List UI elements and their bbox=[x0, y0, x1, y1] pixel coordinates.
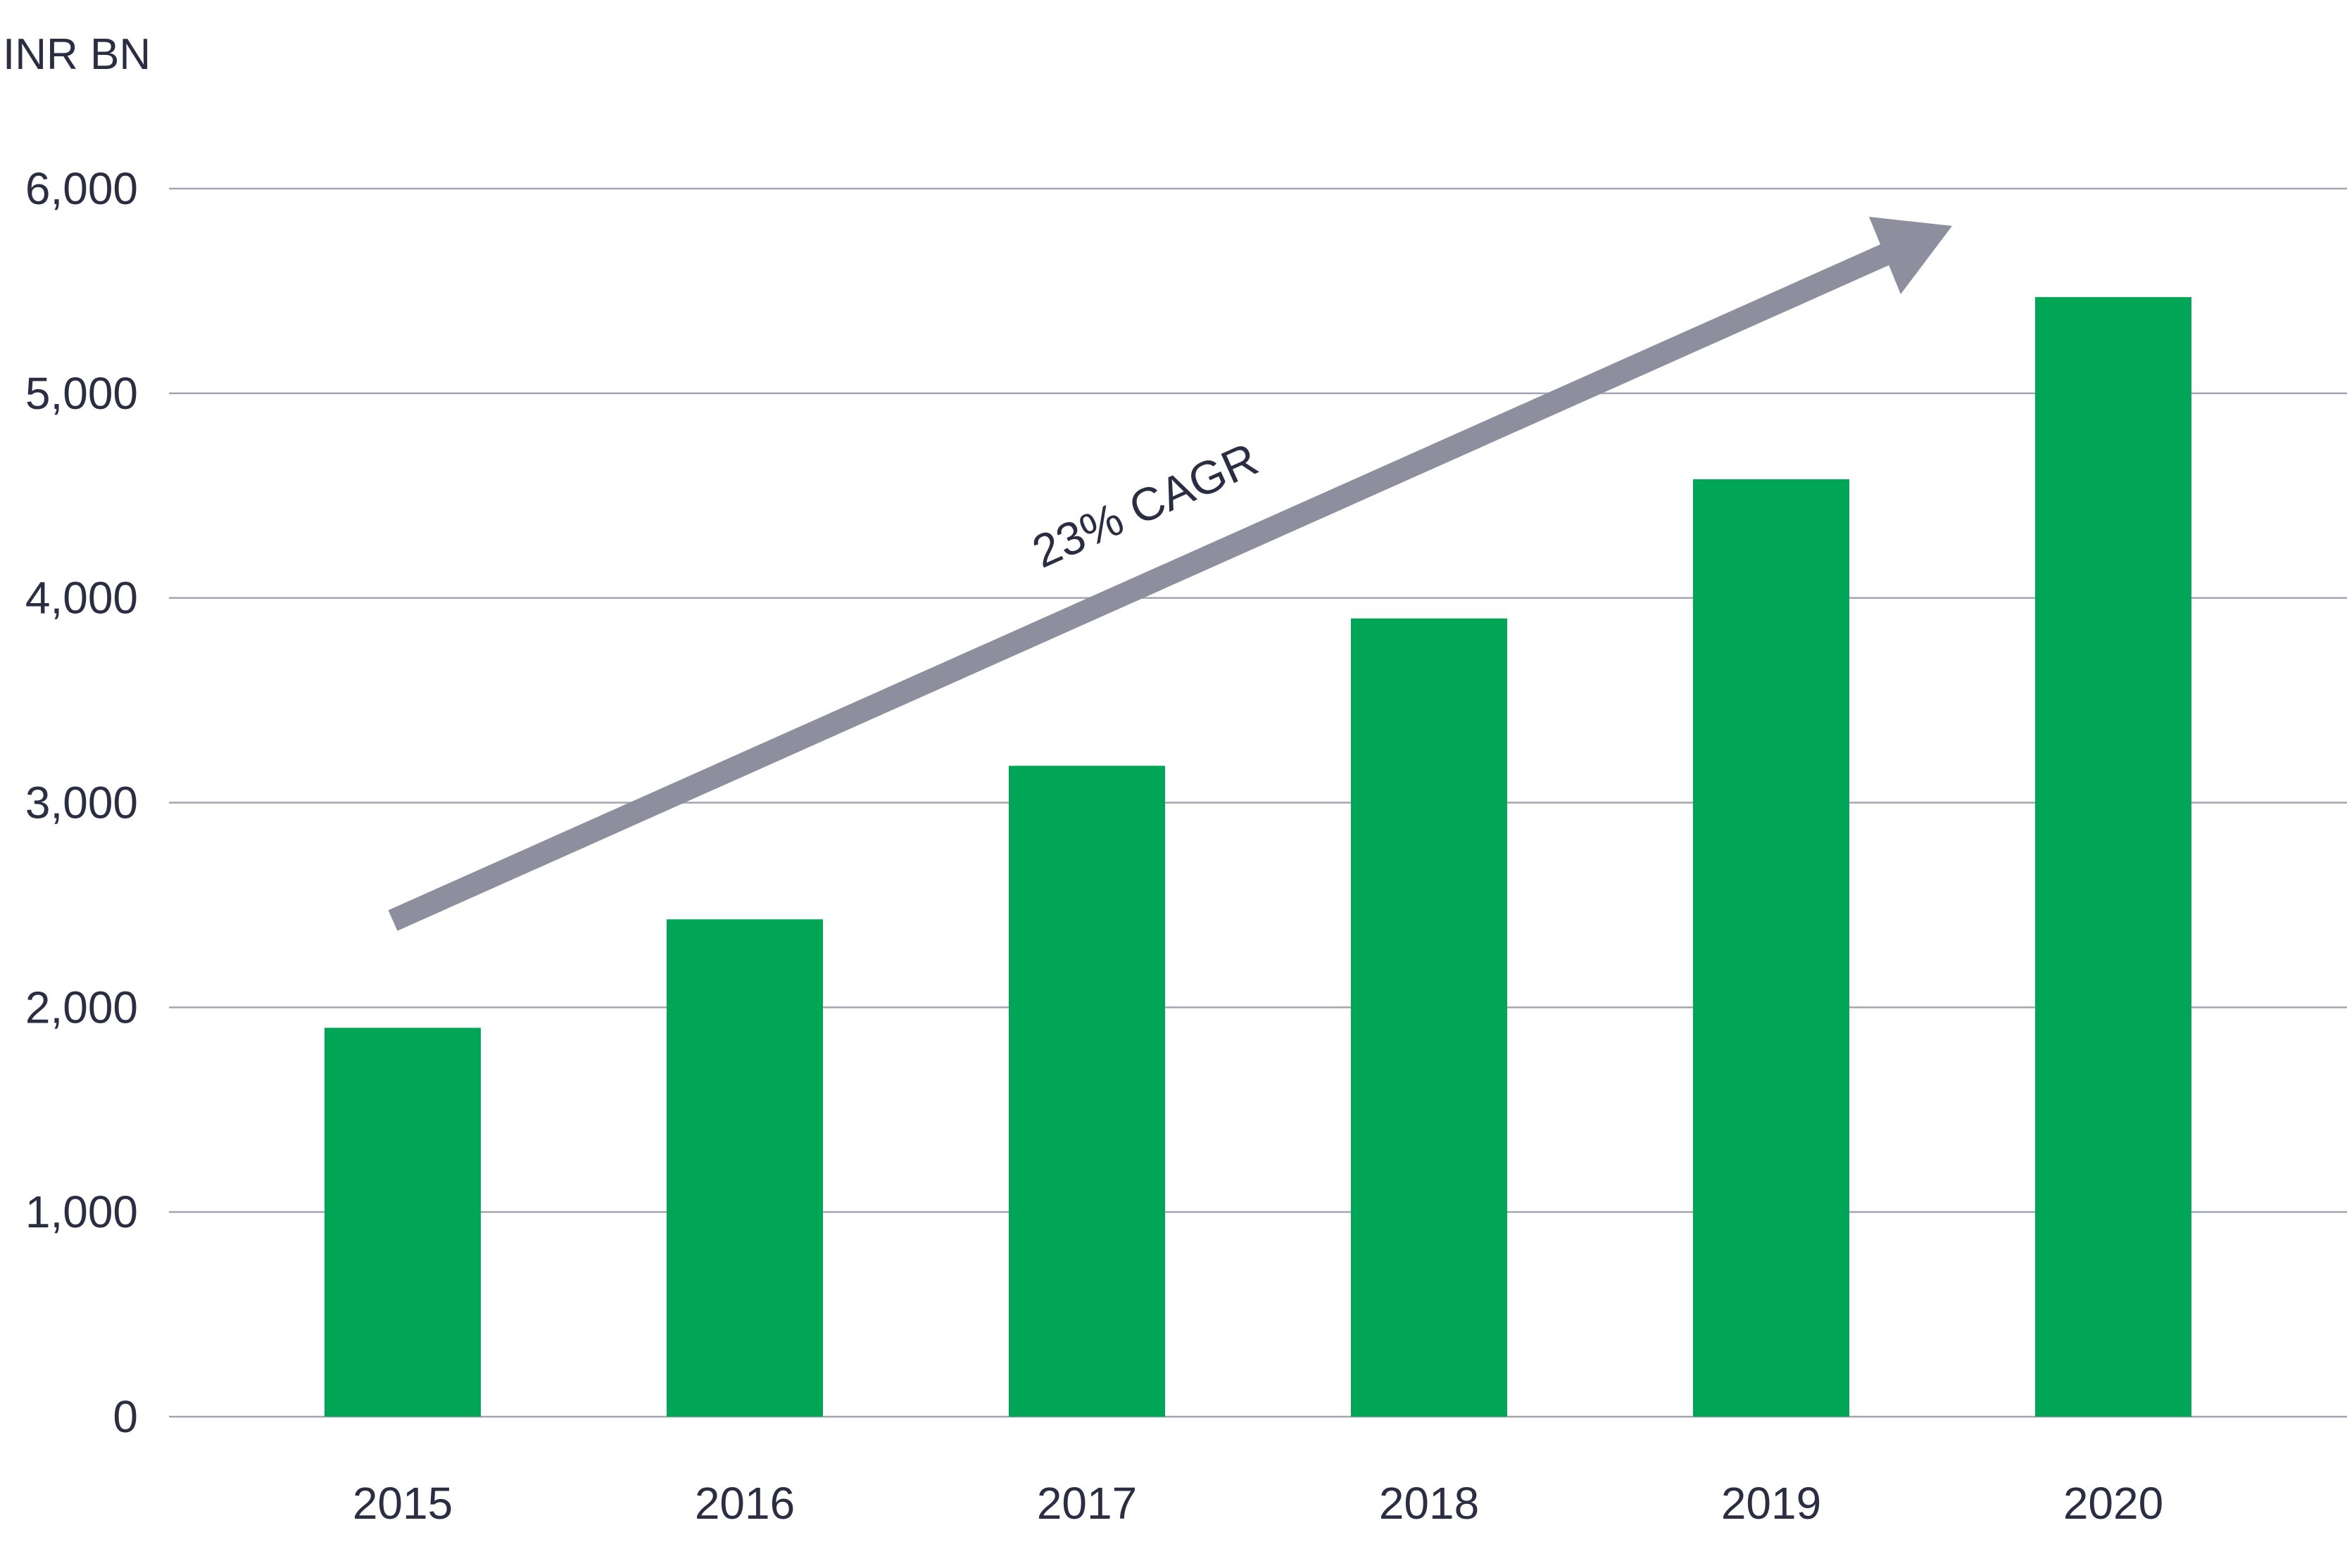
bar-2018 bbox=[1351, 618, 1507, 1417]
cagr-arrow-head bbox=[1869, 217, 1952, 294]
x-tick-label: 2020 bbox=[2063, 1478, 2163, 1529]
y-tick-label: 1,000 bbox=[25, 1187, 138, 1237]
y-tick-label: 2,000 bbox=[25, 982, 138, 1032]
x-tick-label: 2017 bbox=[1037, 1478, 1137, 1529]
y-tick-label: 5,000 bbox=[25, 368, 138, 419]
bar-2020 bbox=[2035, 297, 2191, 1417]
x-tick-label: 2018 bbox=[1379, 1478, 1479, 1529]
gridlines bbox=[169, 187, 2347, 1418]
y-tick-label: 6,000 bbox=[25, 163, 138, 214]
y-axis-ticks: 0 1,000 2,000 3,000 4,000 5,000 6,000 bbox=[25, 163, 138, 1442]
y-tick-label: 3,000 bbox=[25, 778, 138, 828]
bars bbox=[325, 297, 2191, 1417]
cagr-arrow-shaft bbox=[388, 239, 1901, 931]
bar-2017 bbox=[1009, 766, 1165, 1417]
y-axis-unit-label: INR BN bbox=[3, 30, 151, 79]
bar-2016 bbox=[667, 919, 823, 1417]
x-tick-label: 2016 bbox=[695, 1478, 795, 1529]
x-axis-ticks: 2015 2016 2017 2018 2019 2020 bbox=[353, 1478, 2163, 1529]
y-tick-label: 0 bbox=[113, 1391, 138, 1442]
bar-2015 bbox=[325, 1028, 481, 1417]
x-tick-label: 2019 bbox=[1721, 1478, 1821, 1529]
x-tick-label: 2015 bbox=[353, 1478, 453, 1529]
bar-2019 bbox=[1693, 479, 1849, 1417]
y-tick-label: 4,000 bbox=[25, 573, 138, 624]
